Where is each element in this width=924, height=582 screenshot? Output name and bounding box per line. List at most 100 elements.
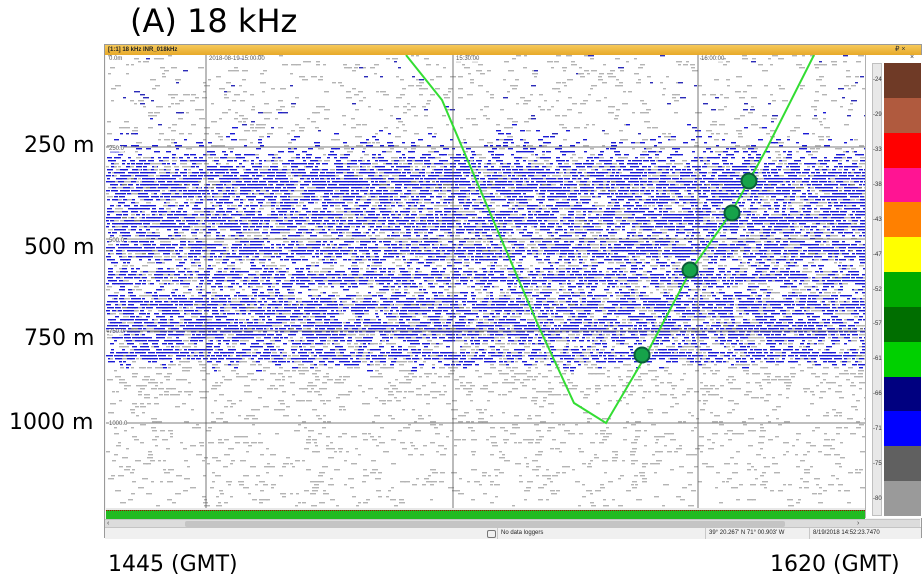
backscatter-sample: [855, 154, 860, 156]
backscatter-sample: [740, 115, 745, 117]
backscatter-sample: [538, 196, 544, 198]
backscatter-sample: [508, 175, 511, 177]
backscatter-sample: [334, 139, 340, 141]
backscatter-sample: [291, 217, 295, 219]
backscatter-sample: [563, 214, 566, 216]
backscatter-sample: [372, 136, 376, 138]
backscatter-sample: [556, 190, 561, 192]
backscatter-sample: [596, 187, 600, 189]
backscatter-sample: [318, 130, 321, 132]
backscatter-sample: [456, 169, 461, 171]
backscatter-sample: [266, 178, 271, 180]
backscatter-sample: [223, 199, 226, 201]
backscatter-sample: [687, 124, 691, 126]
backscatter-sample: [659, 214, 662, 216]
backscatter-sample: [186, 205, 189, 207]
backscatter-sample: [647, 220, 652, 222]
backscatter-sample: [186, 187, 189, 189]
backscatter-sample: [306, 220, 310, 222]
backscatter-sample: [226, 211, 232, 213]
window-controls[interactable]: ₽ ×: [895, 46, 906, 53]
backscatter-sample: [576, 142, 580, 144]
backscatter-sample: [478, 163, 481, 165]
backscatter-sample: [618, 190, 624, 192]
backscatter-sample: [323, 196, 329, 198]
backscatter-sample: [682, 208, 687, 210]
backscatter-sample: [406, 220, 409, 222]
backscatter-sample: [772, 181, 776, 183]
backscatter-sample: [476, 154, 482, 156]
backscatter-sample: [678, 64, 681, 66]
backscatter-sample: [688, 193, 692, 195]
window-title-bar[interactable]: [1:1] 18 kHz INR_018kHz ₽ ×: [105, 45, 921, 55]
backscatter-sample: [844, 217, 847, 219]
backscatter-sample: [436, 202, 440, 204]
backscatter-sample: [454, 190, 459, 192]
backscatter-sample: [167, 145, 171, 147]
backscatter-sample: [816, 163, 821, 165]
backscatter-sample: [338, 160, 341, 162]
backscatter-sample: [691, 205, 694, 207]
backscatter-sample: [584, 193, 588, 195]
backscatter-sample: [648, 196, 653, 198]
backscatter-sample: [638, 133, 641, 135]
backscatter-sample: [686, 163, 690, 165]
backscatter-sample: [518, 187, 524, 189]
backscatter-sample: [534, 214, 537, 216]
backscatter-sample: [435, 88, 440, 90]
backscatter-sample: [224, 166, 230, 168]
backscatter-sample: [840, 202, 845, 204]
backscatter-sample: [242, 124, 247, 126]
backscatter-sample: [479, 211, 483, 213]
backscatter-sample: [864, 187, 865, 189]
backscatter-sample: [383, 94, 389, 96]
backscatter-sample: [355, 136, 360, 138]
backscatter-sample: [651, 190, 654, 192]
backscatter-sample: [738, 184, 741, 186]
backscatter-sample: [500, 109, 504, 111]
backscatter-sample: [423, 220, 426, 222]
backscatter-sample: [782, 100, 788, 102]
backscatter-sample: [759, 220, 762, 222]
backscatter-sample: [640, 169, 644, 171]
backscatter-sample: [188, 172, 192, 174]
backscatter-sample: [494, 178, 498, 180]
backscatter-sample: [210, 211, 214, 213]
backscatter-sample: [491, 163, 496, 165]
backscatter-sample: [516, 55, 521, 57]
backscatter-sample: [190, 217, 196, 219]
backscatter-sample: [706, 148, 711, 150]
backscatter-sample: [842, 196, 847, 198]
backscatter-sample: [346, 190, 349, 192]
backscatter-sample: [800, 226, 803, 228]
backscatter-sample: [366, 211, 372, 213]
backscatter-sample: [667, 157, 672, 159]
backscatter-sample: [840, 226, 844, 228]
backscatter-sample: [728, 199, 732, 201]
backscatter-sample: [440, 181, 443, 183]
backscatter-sample: [470, 79, 474, 81]
backscatter-sample: [719, 184, 723, 186]
backscatter-sample: [815, 91, 819, 93]
backscatter-sample: [328, 214, 334, 216]
echogram-panel[interactable]: 0.0m 2018-08-19 15:00:00 15:30:00 16:00:…: [106, 55, 865, 508]
backscatter-sample: [286, 172, 291, 174]
backscatter-sample: [619, 217, 622, 219]
backscatter-sample: [339, 172, 343, 174]
backscatter-sample: [863, 208, 865, 210]
backscatter-sample: [136, 187, 142, 189]
backscatter-sample: [540, 199, 545, 201]
backscatter-sample: [410, 169, 413, 171]
backscatter-sample: [571, 199, 574, 201]
backscatter-sample: [294, 148, 297, 150]
backscatter-sample: [783, 151, 786, 153]
backscatter-sample: [554, 217, 557, 219]
backscatter-sample: [375, 160, 378, 162]
backscatter-sample: [372, 157, 377, 159]
backscatter-sample: [450, 226, 454, 228]
backscatter-sample: [663, 178, 668, 180]
backscatter-sample: [860, 76, 864, 78]
backscatter-sample: [683, 142, 688, 144]
backscatter-sample: [316, 163, 320, 165]
backscatter-sample: [466, 181, 470, 183]
